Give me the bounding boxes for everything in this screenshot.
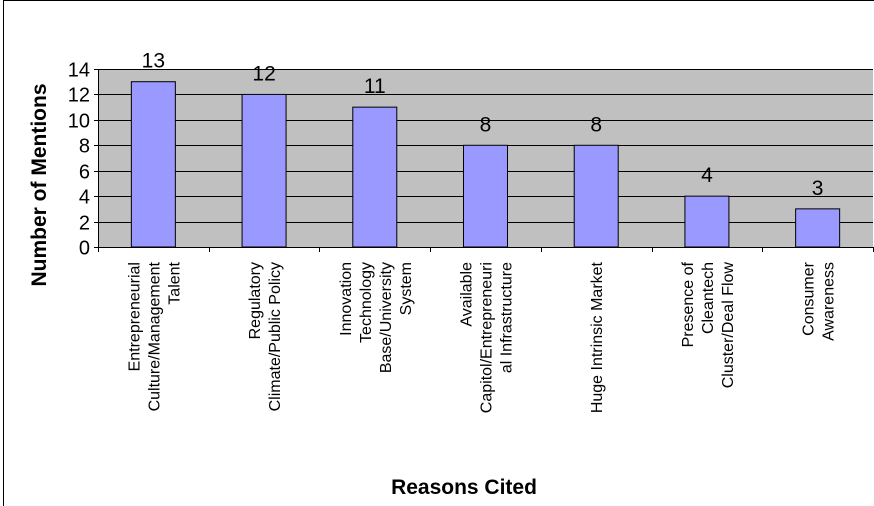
x-tick-label: Technology bbox=[358, 262, 375, 343]
y-tick-label: 4 bbox=[79, 187, 90, 209]
data-label: 11 bbox=[364, 75, 386, 98]
x-tick-label: Capitol/Entrepreneuri bbox=[479, 262, 496, 413]
data-label: 4 bbox=[701, 164, 713, 187]
x-tick-label: Cluster/Deal Flow bbox=[720, 262, 737, 389]
x-tick-label: Culture/Management bbox=[146, 261, 163, 411]
x-tick-labels: Entrepreneurial Culture/Management Talent R… bbox=[126, 261, 837, 413]
y-tick-label: 2 bbox=[79, 213, 90, 235]
y-tick-label: 14 bbox=[68, 60, 90, 82]
data-label: 12 bbox=[252, 62, 275, 85]
data-label: 3 bbox=[812, 177, 824, 200]
bar bbox=[352, 106, 398, 248]
x-tick-label: Entrepreneurial bbox=[126, 262, 143, 371]
bar bbox=[684, 195, 730, 248]
x-tick-label: Climate/Public Policy bbox=[267, 262, 284, 411]
bar bbox=[795, 208, 841, 248]
x-tick-label: Cleantech bbox=[700, 262, 717, 334]
data-label: 8 bbox=[590, 113, 602, 136]
y-tick-label: 6 bbox=[79, 162, 90, 184]
data-labels: 13 12 11 8 8 4 3 bbox=[142, 50, 824, 200]
y-tick-label: 8 bbox=[79, 136, 90, 158]
bar bbox=[241, 93, 287, 248]
x-tick-label: Huge Intrinsic Market bbox=[589, 261, 606, 413]
x-tick-label: Regulatory bbox=[247, 262, 264, 339]
x-tick-label: System bbox=[398, 262, 415, 315]
y-tick-label: 0 bbox=[79, 238, 90, 260]
x-tick-label: Awareness bbox=[821, 262, 838, 341]
x-tick-label: Presence of bbox=[680, 261, 697, 347]
y-tick-label: 12 bbox=[68, 85, 90, 107]
bar bbox=[573, 144, 619, 248]
bars bbox=[130, 81, 841, 248]
x-tick-label: Talent bbox=[166, 261, 183, 304]
data-label: 8 bbox=[480, 113, 492, 136]
bar bbox=[130, 81, 176, 248]
x-tick-label: Consumer bbox=[801, 261, 818, 335]
x-axis-title: Reasons Cited bbox=[391, 476, 537, 499]
x-tick-label: Available bbox=[459, 262, 476, 327]
data-label: 13 bbox=[142, 50, 165, 73]
y-tick-label: 10 bbox=[68, 111, 90, 133]
x-tick-label: al Infrastructure bbox=[499, 262, 516, 373]
bar bbox=[463, 144, 508, 248]
x-tick-label: Innovation bbox=[338, 262, 355, 336]
y-axis-title: Number of Mentions bbox=[28, 84, 51, 287]
x-tick-label: Base/University bbox=[378, 262, 395, 373]
